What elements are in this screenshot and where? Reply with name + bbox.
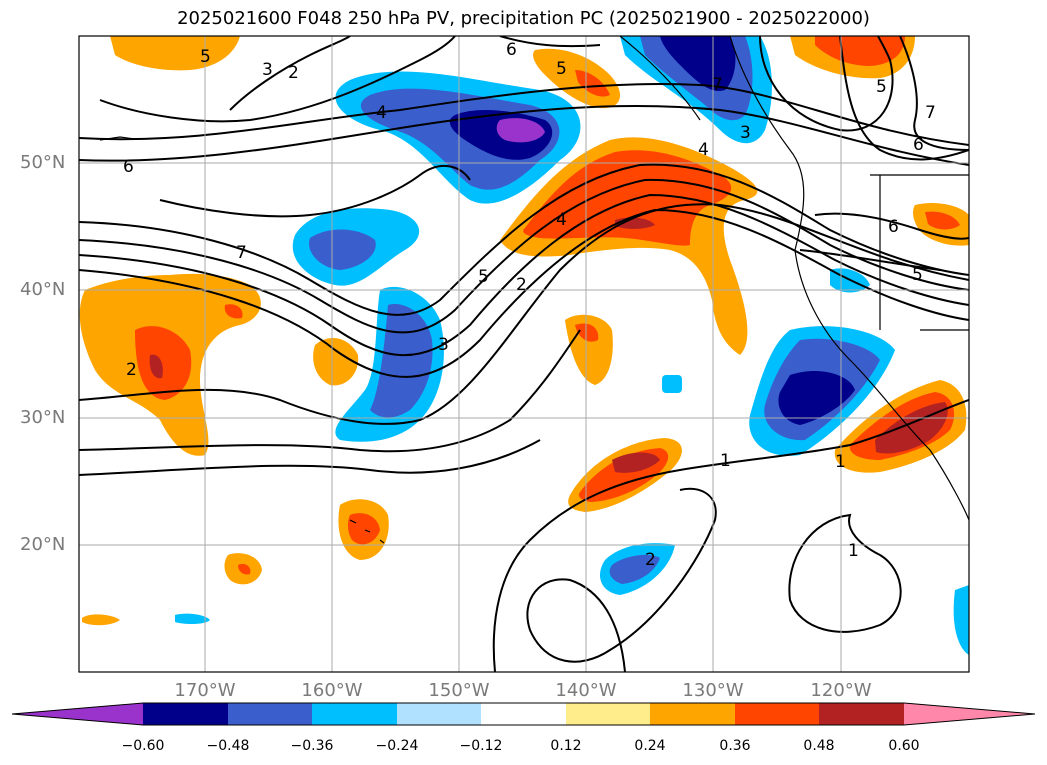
colorbar-segment (481, 703, 566, 725)
contour-label: 3 (740, 123, 751, 143)
positive-blob (347, 513, 380, 545)
graticule (79, 36, 969, 672)
contour-label: 6 (506, 40, 517, 60)
colorbar-segment (143, 703, 228, 725)
colorbar-segment (735, 703, 819, 725)
contour-label: 7 (925, 103, 936, 123)
map-frame (78, 35, 970, 673)
lat-tick-label: 40°N (20, 279, 66, 300)
lon-tick-label: 130°W (682, 680, 744, 701)
negative-blob (496, 118, 545, 143)
positive-blob (313, 337, 359, 386)
negative-blob (175, 613, 210, 625)
contour-label: 4 (556, 210, 567, 230)
positive-blob (565, 314, 613, 385)
positive-blob (575, 70, 610, 97)
contour-label: 2 (516, 275, 527, 295)
pv-contours (79, 36, 969, 672)
colorbar-segment (566, 703, 650, 725)
colorbar-tick-label: −0.60 (121, 738, 165, 754)
colorbar-tick-label: 0.12 (550, 738, 582, 754)
lon-tick-label: 140°W (555, 680, 617, 701)
contour-label: 5 (912, 265, 923, 285)
contour-label: 5 (478, 267, 489, 287)
colorbar-tick-label: −0.48 (206, 738, 250, 754)
contour-label: 4 (698, 140, 709, 160)
lon-tick-label: 160°W (301, 680, 363, 701)
contour-label: 6 (123, 157, 134, 177)
contour-label: 6 (913, 135, 924, 155)
colorbar-tick-label: 0.24 (634, 738, 666, 754)
lon-tick-label: 120°W (810, 680, 872, 701)
colorbar-tick-label: −0.36 (290, 738, 334, 754)
coastlines (99, 36, 969, 544)
contour-label: 5 (556, 59, 567, 79)
contour-label: 1 (848, 541, 859, 561)
contour-label: 2 (288, 63, 299, 83)
negative-blob (662, 375, 682, 393)
contour-label: 2 (126, 360, 137, 380)
colorbar-segment (228, 703, 312, 725)
positive-blob (135, 326, 192, 400)
positive-blob (612, 452, 660, 473)
colorbar-segment (312, 703, 397, 725)
colorbar (11, 702, 1036, 726)
colorbar-left-extension (12, 703, 143, 725)
positive-blob (925, 211, 960, 230)
contour-label: 7 (236, 243, 247, 263)
negative-blob (370, 304, 433, 418)
positive-blob (224, 304, 243, 319)
contour-labels: 5 3 2 6 5 4 6 7 4 5 2 3 2 4 7 3 5 7 6 6 (123, 40, 936, 570)
contour-label: 6 (888, 217, 899, 237)
contour-label: 7 (712, 75, 723, 95)
negative-blob (660, 36, 736, 91)
contour-label: 2 (645, 550, 656, 570)
lon-tick-label: 150°W (428, 680, 490, 701)
positive-blob (149, 354, 163, 379)
plot-title: 2025021600 F048 250 hPa PV, precipitatio… (177, 8, 870, 29)
colorbar-tick-label: 0.36 (719, 738, 751, 754)
contour-label: 4 (376, 103, 387, 123)
lon-tick-label: 170°W (174, 680, 236, 701)
colorbar-segment (650, 703, 735, 725)
colorbar-segment (819, 703, 904, 725)
contour-label: 5 (200, 47, 211, 67)
positive-blob (523, 150, 732, 246)
positive-blob (110, 36, 240, 71)
lat-tick-label: 30°N (20, 407, 66, 428)
colorbar-tick-label: 0.48 (803, 738, 835, 754)
lat-tick-label: 20°N (20, 534, 66, 555)
colorbar-segment (397, 703, 481, 725)
colorbar-tick-label: −0.12 (459, 738, 503, 754)
negative-blob (778, 370, 855, 425)
contour-label: 5 (876, 77, 887, 97)
contour-label: 3 (262, 60, 273, 80)
contour-label: 1 (720, 451, 731, 471)
precip-shading (79, 36, 969, 655)
contour-label: 3 (438, 335, 449, 355)
colorbar-tick-label: −0.24 (375, 738, 419, 754)
negative-blob (609, 554, 660, 584)
contour-label: 1 (835, 452, 846, 472)
positive-blob (575, 323, 599, 342)
negative-blob (309, 229, 376, 270)
negative-blob (953, 585, 969, 655)
colorbar-tick-label: 0.60 (888, 738, 920, 754)
lat-tick-label: 50°N (20, 152, 66, 173)
positive-blob (238, 564, 251, 575)
colorbar-right-extension (904, 703, 1035, 725)
positive-blob (82, 614, 120, 626)
